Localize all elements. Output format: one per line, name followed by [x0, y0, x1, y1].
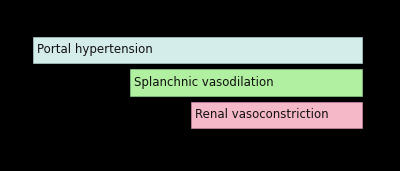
FancyBboxPatch shape [33, 37, 362, 63]
Text: Splanchnic vasodilation: Splanchnic vasodilation [134, 76, 274, 89]
Text: Renal vasoconstriction: Renal vasoconstriction [195, 108, 328, 121]
Text: Portal hypertension: Portal hypertension [37, 43, 152, 56]
FancyBboxPatch shape [191, 102, 362, 128]
FancyBboxPatch shape [130, 69, 362, 96]
